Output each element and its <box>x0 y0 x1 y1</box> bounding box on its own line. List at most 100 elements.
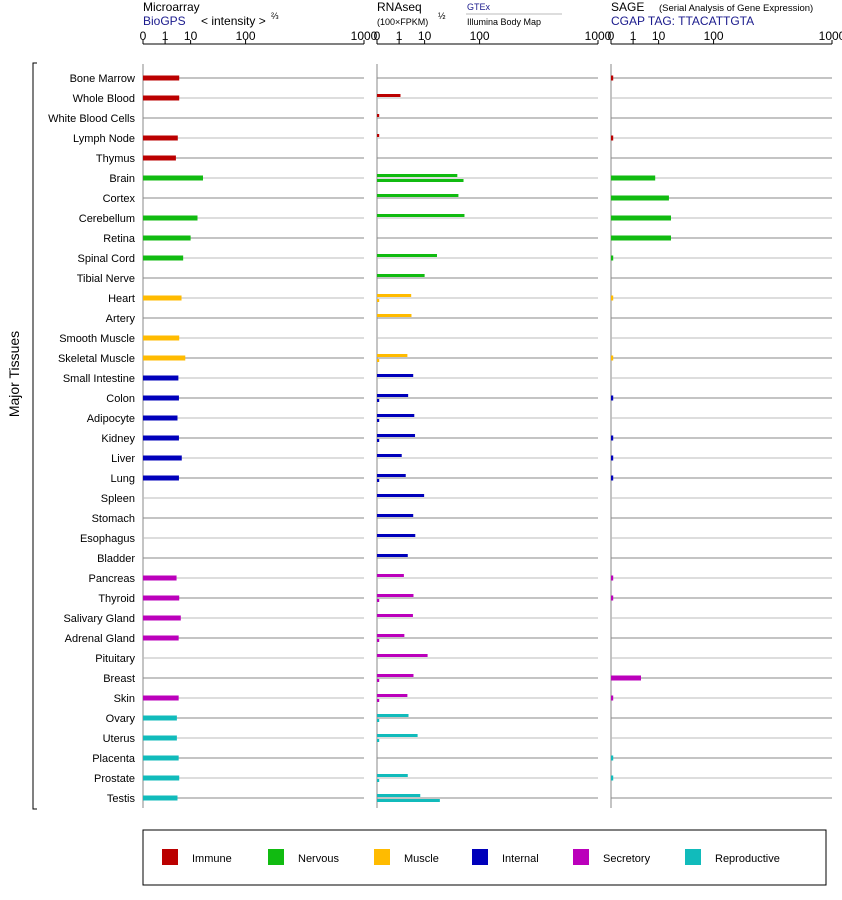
tissue-label: Cortex <box>103 193 136 205</box>
rnaseq-bodymap-bar <box>377 399 380 402</box>
legend-label-internal: Internal <box>502 853 539 865</box>
rnaseq-gtex-bar <box>377 714 409 717</box>
microarray-bar <box>143 595 180 601</box>
sage-bar <box>611 75 614 81</box>
rnaseq-bodymap-bar <box>377 679 380 682</box>
legend-label-reproductive: Reproductive <box>715 853 780 865</box>
sage-bar <box>611 675 641 681</box>
sage-bar <box>611 575 614 581</box>
legend-swatch-muscle <box>374 849 390 865</box>
microarray-bar <box>143 715 177 721</box>
rnaseq-gtex-bar <box>377 274 425 277</box>
sage-title: SAGE <box>611 0 644 14</box>
rnaseq-tick-label: 1000 <box>585 29 612 43</box>
tissue-label: Artery <box>106 313 136 325</box>
sage-bar <box>611 395 614 401</box>
sage-tick-label: 100 <box>704 29 724 43</box>
tissue-label: Breast <box>103 673 135 685</box>
sage-bar <box>611 695 614 701</box>
tissue-label: Thyroid <box>98 593 135 605</box>
tissue-label: Adipocyte <box>87 413 135 425</box>
tissue-label: Adrenal Gland <box>65 633 135 645</box>
legend-swatch-nervous <box>268 849 284 865</box>
rnaseq-gtex-bar <box>377 514 414 517</box>
legend-label-muscle: Muscle <box>404 853 439 865</box>
rnaseq-gtex-bar <box>377 474 406 477</box>
tissue-label: Lung <box>111 473 135 485</box>
legend-swatch-internal <box>472 849 488 865</box>
microarray-bar <box>143 335 180 341</box>
rnaseq-bodymap-bar <box>377 179 464 182</box>
microarray-bar <box>143 695 179 701</box>
rnaseq-gtex-bar <box>377 114 380 117</box>
microarray-title: Microarray <box>143 0 200 14</box>
rnaseq-title: RNAseq <box>377 0 422 14</box>
microarray-bar <box>143 75 180 81</box>
tissue-label: Spleen <box>101 493 135 505</box>
rnaseq-bodymap-bar <box>377 779 380 782</box>
rnaseq-bodymap-bar <box>377 439 380 442</box>
sage-bar <box>611 235 671 241</box>
rnaseq-gtex-bar <box>377 454 402 457</box>
rnaseq-source-bodymap: Illumina Body Map <box>467 17 541 27</box>
microarray-bar <box>143 395 179 401</box>
microarray-bar <box>143 295 182 301</box>
tissue-label: Ovary <box>106 713 136 725</box>
microarray-tick-label: 10 <box>184 29 198 43</box>
rnaseq-gtex-bar <box>377 314 412 317</box>
microarray-tick-label: 100 <box>236 29 256 43</box>
tissue-label: Prostate <box>94 773 135 785</box>
legend-swatch-reproductive <box>685 849 701 865</box>
microarray-bar <box>143 95 180 101</box>
microarray-tick-label: 1000 <box>351 29 378 43</box>
sage-bar <box>611 475 614 481</box>
rnaseq-gtex-bar <box>377 374 414 377</box>
rnaseq-gtex-bar <box>377 534 416 537</box>
tissue-label: Bladder <box>97 553 135 565</box>
sage-bar <box>611 455 614 461</box>
sage-tick-label: 0 <box>608 29 615 43</box>
tissue-label: Spinal Cord <box>78 253 135 265</box>
microarray-bar <box>143 475 179 481</box>
rnaseq-gtex-bar <box>377 574 404 577</box>
tissue-label: Bone Marrow <box>70 73 135 85</box>
tissue-label: Brain <box>109 173 135 185</box>
microarray-bar <box>143 155 176 161</box>
tissue-label: Small Intestine <box>63 373 135 385</box>
microarray-bar <box>143 375 179 381</box>
microarray-bar <box>143 435 179 441</box>
rnaseq-gtex-bar <box>377 94 401 97</box>
tissue-label: Placenta <box>92 753 136 765</box>
legend-label-nervous: Nervous <box>298 853 339 865</box>
sage-bar <box>611 355 614 361</box>
rnaseq-gtex-bar <box>377 794 421 797</box>
rnaseq-gtex-bar <box>377 294 412 297</box>
rnaseq-gtex-bar <box>377 134 380 137</box>
rnaseq-bodymap-bar <box>377 419 380 422</box>
sage-bar <box>611 775 614 781</box>
rnaseq-bodymap-bar <box>377 639 380 642</box>
sage-tick-label: 10 <box>652 29 666 43</box>
microarray-bar <box>143 755 179 761</box>
rnaseq-gtex-bar <box>377 214 465 217</box>
rnaseq-bodymap-bar <box>377 739 380 742</box>
tissue-label: Kidney <box>101 433 135 445</box>
legend-swatch-immune <box>162 849 178 865</box>
tissue-label: Salivary Gland <box>63 613 135 625</box>
sage-bar <box>611 135 614 141</box>
sage-tag: CGAP TAG: TTACATTGTA <box>611 14 754 28</box>
rnaseq-gtex-bar <box>377 254 437 257</box>
tissue-label: Esophagus <box>80 533 136 545</box>
tissue-label: Whole Blood <box>73 93 135 105</box>
rnaseq-gtex-bar <box>377 694 408 697</box>
rnaseq-bodymap-bar <box>377 479 380 482</box>
legend-swatch-secretory <box>573 849 589 865</box>
sage-bar <box>611 255 614 261</box>
tissue-label: Retina <box>103 233 136 245</box>
tissue-label: Lymph Node <box>73 133 135 145</box>
microarray-bar <box>143 575 177 581</box>
sage-bar <box>611 755 614 761</box>
rnaseq-bodymap-bar <box>377 799 440 802</box>
rnaseq-bodymap-bar <box>377 359 380 362</box>
